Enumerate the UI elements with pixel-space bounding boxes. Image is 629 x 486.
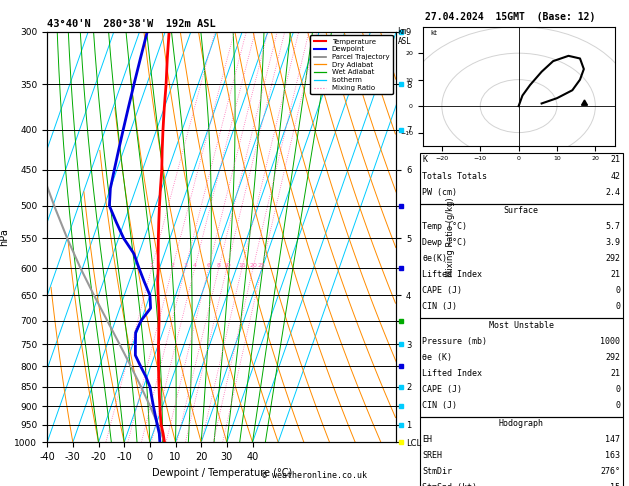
Text: 6: 6	[207, 263, 211, 268]
Text: Dewp (°C): Dewp (°C)	[422, 238, 467, 247]
Text: 21: 21	[610, 369, 620, 378]
Text: SREH: SREH	[422, 451, 442, 460]
Text: StmSpd (kt): StmSpd (kt)	[422, 484, 477, 486]
Legend: Temperature, Dewpoint, Parcel Trajectory, Dry Adiabat, Wet Adiabat, Isotherm, Mi: Temperature, Dewpoint, Parcel Trajectory…	[310, 35, 392, 94]
Text: 42: 42	[610, 172, 620, 180]
Text: 292: 292	[605, 353, 620, 362]
Text: 10: 10	[223, 263, 231, 268]
Text: Pressure (mb): Pressure (mb)	[422, 337, 487, 346]
Text: 21: 21	[610, 270, 620, 279]
Text: 27.04.2024  15GMT  (Base: 12): 27.04.2024 15GMT (Base: 12)	[425, 12, 595, 22]
Text: 5.7: 5.7	[605, 222, 620, 231]
Text: Most Unstable: Most Unstable	[489, 321, 554, 330]
X-axis label: Dewpoint / Temperature (°C): Dewpoint / Temperature (°C)	[152, 468, 292, 478]
Text: 43°40'N  280°38'W  192m ASL: 43°40'N 280°38'W 192m ASL	[47, 19, 216, 30]
Text: 2.4: 2.4	[605, 188, 620, 196]
Y-axis label: hPa: hPa	[0, 228, 9, 246]
Text: PW (cm): PW (cm)	[422, 188, 457, 196]
Text: Hodograph: Hodograph	[499, 419, 543, 428]
Text: Totals Totals: Totals Totals	[422, 172, 487, 180]
Text: 21: 21	[610, 156, 620, 164]
Text: km
ASL: km ASL	[398, 27, 411, 46]
Text: θe(K): θe(K)	[422, 254, 447, 263]
Text: 0: 0	[615, 385, 620, 394]
Text: Surface: Surface	[504, 206, 538, 215]
Text: 0: 0	[615, 286, 620, 295]
Text: 25: 25	[258, 263, 266, 268]
Text: 0: 0	[615, 401, 620, 410]
Y-axis label: Mixing Ratio (g/kg): Mixing Ratio (g/kg)	[446, 197, 455, 277]
Text: 20: 20	[249, 263, 257, 268]
Text: kt: kt	[430, 30, 437, 35]
Text: Lifted Index: Lifted Index	[422, 369, 482, 378]
Text: 15: 15	[610, 484, 620, 486]
Text: StmDir: StmDir	[422, 468, 452, 476]
Text: 292: 292	[605, 254, 620, 263]
Text: EH: EH	[422, 435, 432, 444]
Text: 15: 15	[238, 263, 246, 268]
Text: 1: 1	[150, 263, 153, 268]
Text: 8: 8	[217, 263, 221, 268]
Text: © weatheronline.co.uk: © weatheronline.co.uk	[262, 471, 367, 480]
Text: 2: 2	[170, 263, 174, 268]
Text: 276°: 276°	[600, 468, 620, 476]
Text: 147: 147	[605, 435, 620, 444]
Text: CIN (J): CIN (J)	[422, 302, 457, 311]
Text: θe (K): θe (K)	[422, 353, 452, 362]
Text: 4: 4	[192, 263, 197, 268]
Text: Lifted Index: Lifted Index	[422, 270, 482, 279]
Text: Temp (°C): Temp (°C)	[422, 222, 467, 231]
Text: K: K	[422, 156, 427, 164]
Text: 0: 0	[615, 302, 620, 311]
Text: CAPE (J): CAPE (J)	[422, 385, 462, 394]
Text: 3.9: 3.9	[605, 238, 620, 247]
Text: CAPE (J): CAPE (J)	[422, 286, 462, 295]
Text: 163: 163	[605, 451, 620, 460]
Text: CIN (J): CIN (J)	[422, 401, 457, 410]
Text: 1000: 1000	[600, 337, 620, 346]
Text: 3: 3	[183, 263, 187, 268]
